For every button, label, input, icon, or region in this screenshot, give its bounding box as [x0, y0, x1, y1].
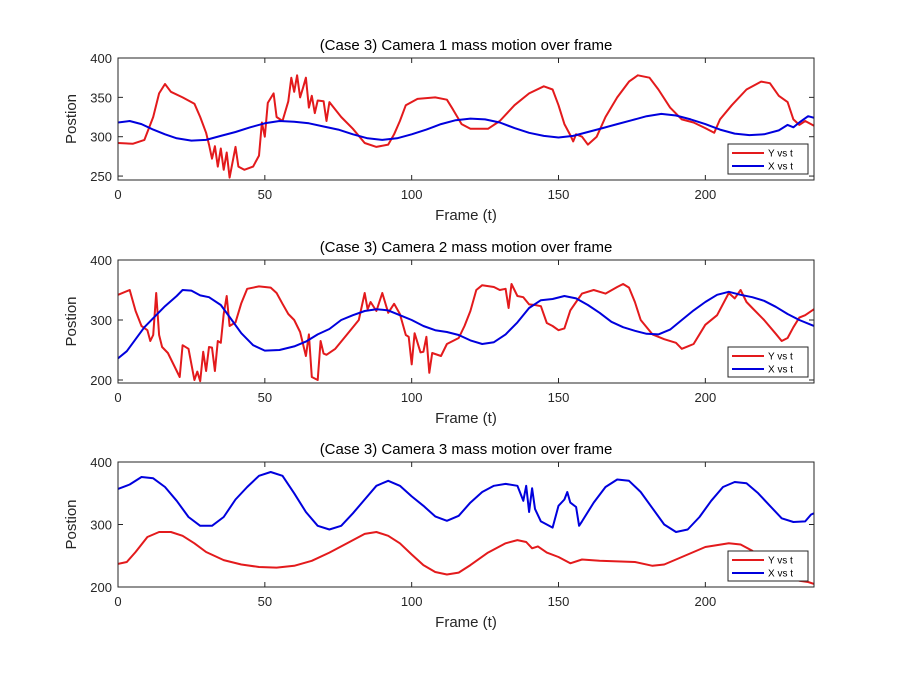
- y-tick-label: 200: [90, 580, 112, 595]
- series-line-y-vs-t: [118, 74, 814, 179]
- x-tick-label: 0: [114, 187, 121, 202]
- y-axis-label: Postion: [63, 499, 80, 549]
- legend: Y vs t X vs t: [727, 346, 809, 378]
- legend-box: [727, 346, 809, 378]
- x-tick-label: 200: [694, 594, 716, 609]
- x-tick-label: 0: [114, 594, 121, 609]
- y-axis-label: Postion: [63, 296, 80, 346]
- series-line-y-vs-t: [118, 531, 814, 585]
- subplot-2: 0 50 100 150 200 200 300 400 (Case 3) Camera 2 m…: [63, 239, 815, 427]
- legend-entry: X vs t: [768, 569, 793, 580]
- x-axis-label: Frame (t): [435, 207, 497, 224]
- chart-title: (Case 3) Camera 3 mass motion over frame: [320, 441, 613, 458]
- legend-entry: X vs t: [768, 162, 793, 173]
- legend-entry: X vs t: [768, 365, 793, 376]
- legend-entry: Y vs t: [768, 352, 793, 363]
- series-line-x-vs-t: [118, 471, 814, 533]
- x-tick-label: 100: [401, 594, 423, 609]
- subplot-1: 0 50 100 150 200 250 300 350 400 (Case 3) Camera …: [63, 37, 815, 224]
- legend: Y vs t X vs t: [727, 143, 809, 175]
- y-tick-label: 300: [90, 313, 112, 328]
- x-tick-label: 50: [258, 187, 272, 202]
- x-tick-label: 200: [694, 187, 716, 202]
- plot-area: [118, 462, 814, 587]
- y-tick-label: 250: [90, 169, 112, 184]
- series-line-x-vs-t: [118, 289, 814, 360]
- series-line-y-vs-t: [118, 283, 814, 383]
- y-tick-label: 200: [90, 373, 112, 388]
- x-tick-label: 150: [548, 187, 570, 202]
- y-tick-label: 300: [90, 130, 112, 145]
- axes-box: [117, 57, 815, 181]
- y-tick-label: 350: [90, 90, 112, 105]
- y-tick-label: 400: [90, 51, 112, 66]
- legend-entry: Y vs t: [768, 149, 793, 160]
- legend-entry: Y vs t: [768, 556, 793, 567]
- x-tick-label: 150: [548, 594, 570, 609]
- y-axis-label: Postion: [63, 94, 80, 144]
- legend: Y vs t X vs t: [727, 550, 809, 582]
- subplot-3: 0 50 100 150 200 200 300 400 (Case 3) Camera 3 m…: [63, 441, 815, 631]
- y-tick-label: 400: [90, 253, 112, 268]
- legend-box: [727, 143, 809, 175]
- x-tick-label: 200: [694, 390, 716, 405]
- x-tick-label: 50: [258, 390, 272, 405]
- x-tick-label: 0: [114, 390, 121, 405]
- x-axis-label: Frame (t): [435, 410, 497, 427]
- x-tick-label: 50: [258, 594, 272, 609]
- x-axis-label: Frame (t): [435, 614, 497, 631]
- x-tick-label: 100: [401, 390, 423, 405]
- axes-box: [117, 259, 815, 384]
- x-tick-label: 150: [548, 390, 570, 405]
- x-tick-label: 100: [401, 187, 423, 202]
- y-tick-label: 400: [90, 455, 112, 470]
- y-tick-label: 300: [90, 518, 112, 533]
- chart-title: (Case 3) Camera 1 mass motion over frame: [320, 37, 613, 54]
- legend-box: [727, 550, 809, 582]
- series-line-x-vs-t: [118, 112, 814, 142]
- chart-title: (Case 3) Camera 2 mass motion over frame: [320, 239, 613, 256]
